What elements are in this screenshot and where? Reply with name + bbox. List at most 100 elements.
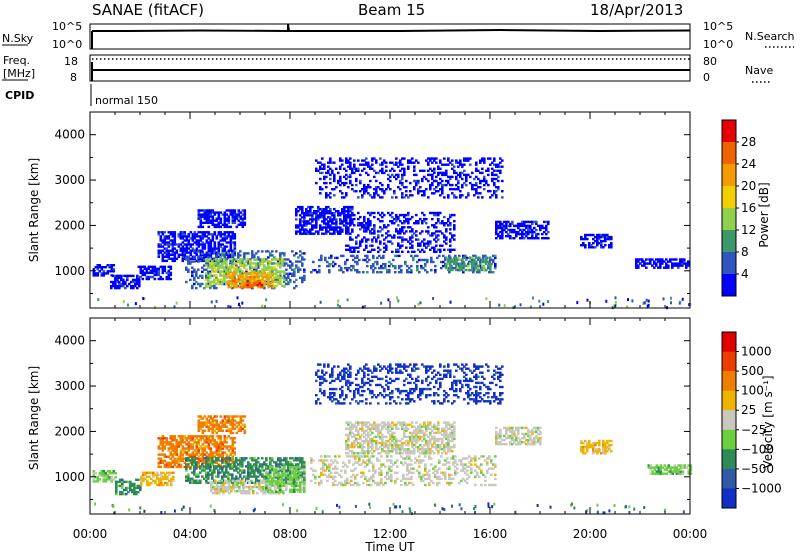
power-echo-cell — [631, 299, 634, 303]
power-echo-cell — [207, 219, 211, 222]
power-echo-cell — [333, 161, 336, 164]
velocity-echo-cell — [121, 482, 124, 486]
power-echo-cell — [604, 239, 607, 243]
power-echo-cell — [253, 273, 257, 277]
power-echo-cell — [201, 225, 205, 229]
power-echo-cell — [246, 286, 250, 289]
power-echo-cell — [165, 277, 169, 281]
power-echo-cell — [651, 264, 654, 267]
power-echo-cell — [347, 212, 350, 215]
power-echo-cell — [355, 169, 358, 172]
power-echo-cell — [417, 179, 420, 183]
velocity-echo-cell — [232, 485, 235, 489]
velocity-echo-cell — [261, 475, 264, 478]
power-echo-cell — [455, 175, 458, 179]
power-echo-cell — [443, 236, 446, 239]
power-echo-cell — [445, 266, 448, 270]
power-echo-cell — [411, 234, 414, 237]
power-echo-cell — [197, 268, 200, 271]
velocity-echo-cell — [214, 492, 217, 495]
power-echo-cell — [163, 247, 167, 250]
power-echo-cell — [185, 266, 188, 269]
velocity-echo-cell — [225, 459, 228, 462]
power-echo-cell — [445, 179, 448, 183]
power-echo-cell — [213, 225, 217, 229]
power-echo-cell — [255, 268, 258, 271]
power-echo-cell — [363, 224, 366, 227]
velocity-echo-cell — [230, 490, 233, 493]
power-echo-cell — [329, 196, 332, 199]
power-echo-cell — [201, 257, 205, 260]
power-echo-cell — [291, 262, 294, 265]
velocity-echo-cell — [203, 441, 207, 444]
power-echo-cell — [291, 268, 294, 271]
velocity-echo-cell — [175, 451, 179, 454]
beam-title: Beam 15 — [358, 1, 425, 19]
velocity-echo-cell — [189, 435, 193, 438]
power-echo-cell — [233, 241, 237, 244]
power-echo-cell — [225, 237, 229, 240]
power-echo-cell — [171, 239, 175, 242]
power-echo-cell — [279, 266, 282, 269]
power-echo-cell — [231, 221, 235, 224]
power-echo-cell — [343, 183, 346, 187]
power-echo-cell — [112, 284, 115, 288]
velocity-echo-cell — [181, 459, 185, 462]
power-echo-cell — [207, 245, 211, 248]
power-echo-cell — [487, 169, 490, 172]
power-echo-cell — [231, 275, 235, 279]
velocity-echo-cell — [135, 478, 138, 481]
velocity-echo-cell — [235, 467, 238, 470]
power-echo-cell — [685, 266, 688, 269]
power-echo-cell — [209, 249, 213, 252]
power-echo-cell — [445, 222, 448, 225]
power-echo-cell — [219, 221, 223, 224]
power-echo-cell — [167, 245, 171, 248]
power-echo-cell — [239, 215, 243, 218]
power-echo-cell — [179, 249, 183, 252]
power-echo-cell — [354, 269, 357, 272]
power-echo-cell — [588, 246, 591, 249]
power-echo-cell — [610, 235, 613, 239]
power-echo-cell — [191, 233, 195, 236]
power-echo-cell — [373, 228, 376, 231]
power-echo-cell — [459, 262, 462, 265]
power-echo-cell — [481, 171, 484, 175]
power-echo-cell — [227, 209, 231, 212]
power-echo-cell — [495, 228, 498, 232]
power-echo-cell — [453, 171, 456, 175]
power-echo-cell — [237, 256, 240, 259]
power-echo-cell — [235, 286, 239, 289]
power-echo-cell — [229, 259, 233, 263]
power-echo-cell — [311, 205, 314, 209]
power-echo-cell — [467, 159, 470, 162]
power-echo-cell — [445, 169, 448, 172]
power-echo-cell — [219, 274, 222, 277]
power-echo-cell — [267, 268, 270, 271]
power-echo-cell — [449, 244, 452, 247]
power-echo-cell — [401, 163, 404, 166]
power-echo-cell — [354, 260, 357, 264]
power-echo-cell — [301, 276, 304, 280]
power-echo-cell — [358, 271, 361, 274]
velocity-echo-cell — [185, 439, 189, 442]
power-echo-cell — [481, 179, 484, 183]
power-echo-cell — [379, 181, 382, 185]
velocity-echo-cell — [279, 482, 282, 485]
power-echo-cell — [283, 270, 286, 273]
power-echo-cell — [341, 159, 344, 162]
power-echo-cell — [462, 254, 465, 258]
power-echo-cell — [345, 161, 348, 164]
power-echo-cell — [397, 215, 400, 219]
power-echo-cell — [453, 256, 456, 259]
velocity-echo-cell — [228, 492, 231, 495]
velocity-echo-cell — [215, 431, 219, 435]
power-echo-cell — [429, 173, 432, 177]
power-echo-cell — [610, 237, 613, 241]
power-echo-cell — [249, 260, 252, 263]
power-echo-cell — [614, 300, 617, 304]
power-echo-cell — [445, 173, 448, 177]
power-echo-cell — [405, 179, 408, 183]
power-echo-cell — [449, 213, 452, 217]
velocity-echo-cell — [146, 475, 149, 479]
